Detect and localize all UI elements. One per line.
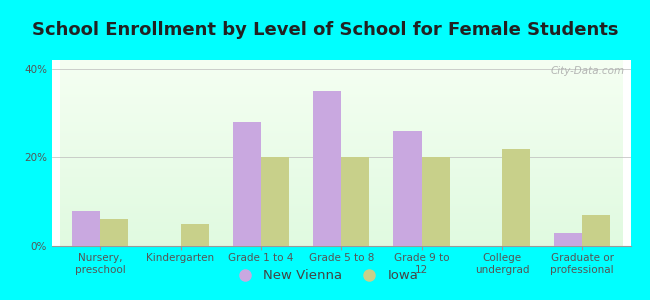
Text: School Enrollment by Level of School for Female Students: School Enrollment by Level of School for… (32, 21, 618, 39)
Bar (313, 91, 341, 246)
Bar (100, 219, 128, 246)
Bar (72, 211, 100, 246)
Text: City-Data.com: City-Data.com (551, 66, 625, 76)
Legend: New Vienna, Iowa: New Vienna, Iowa (226, 264, 424, 287)
Bar (261, 158, 289, 246)
Bar (233, 122, 261, 246)
Bar (341, 158, 369, 246)
Bar (393, 131, 422, 246)
Bar (554, 233, 582, 246)
Bar (502, 148, 530, 246)
Bar (422, 158, 450, 246)
Bar (582, 215, 610, 246)
Bar (181, 224, 209, 246)
